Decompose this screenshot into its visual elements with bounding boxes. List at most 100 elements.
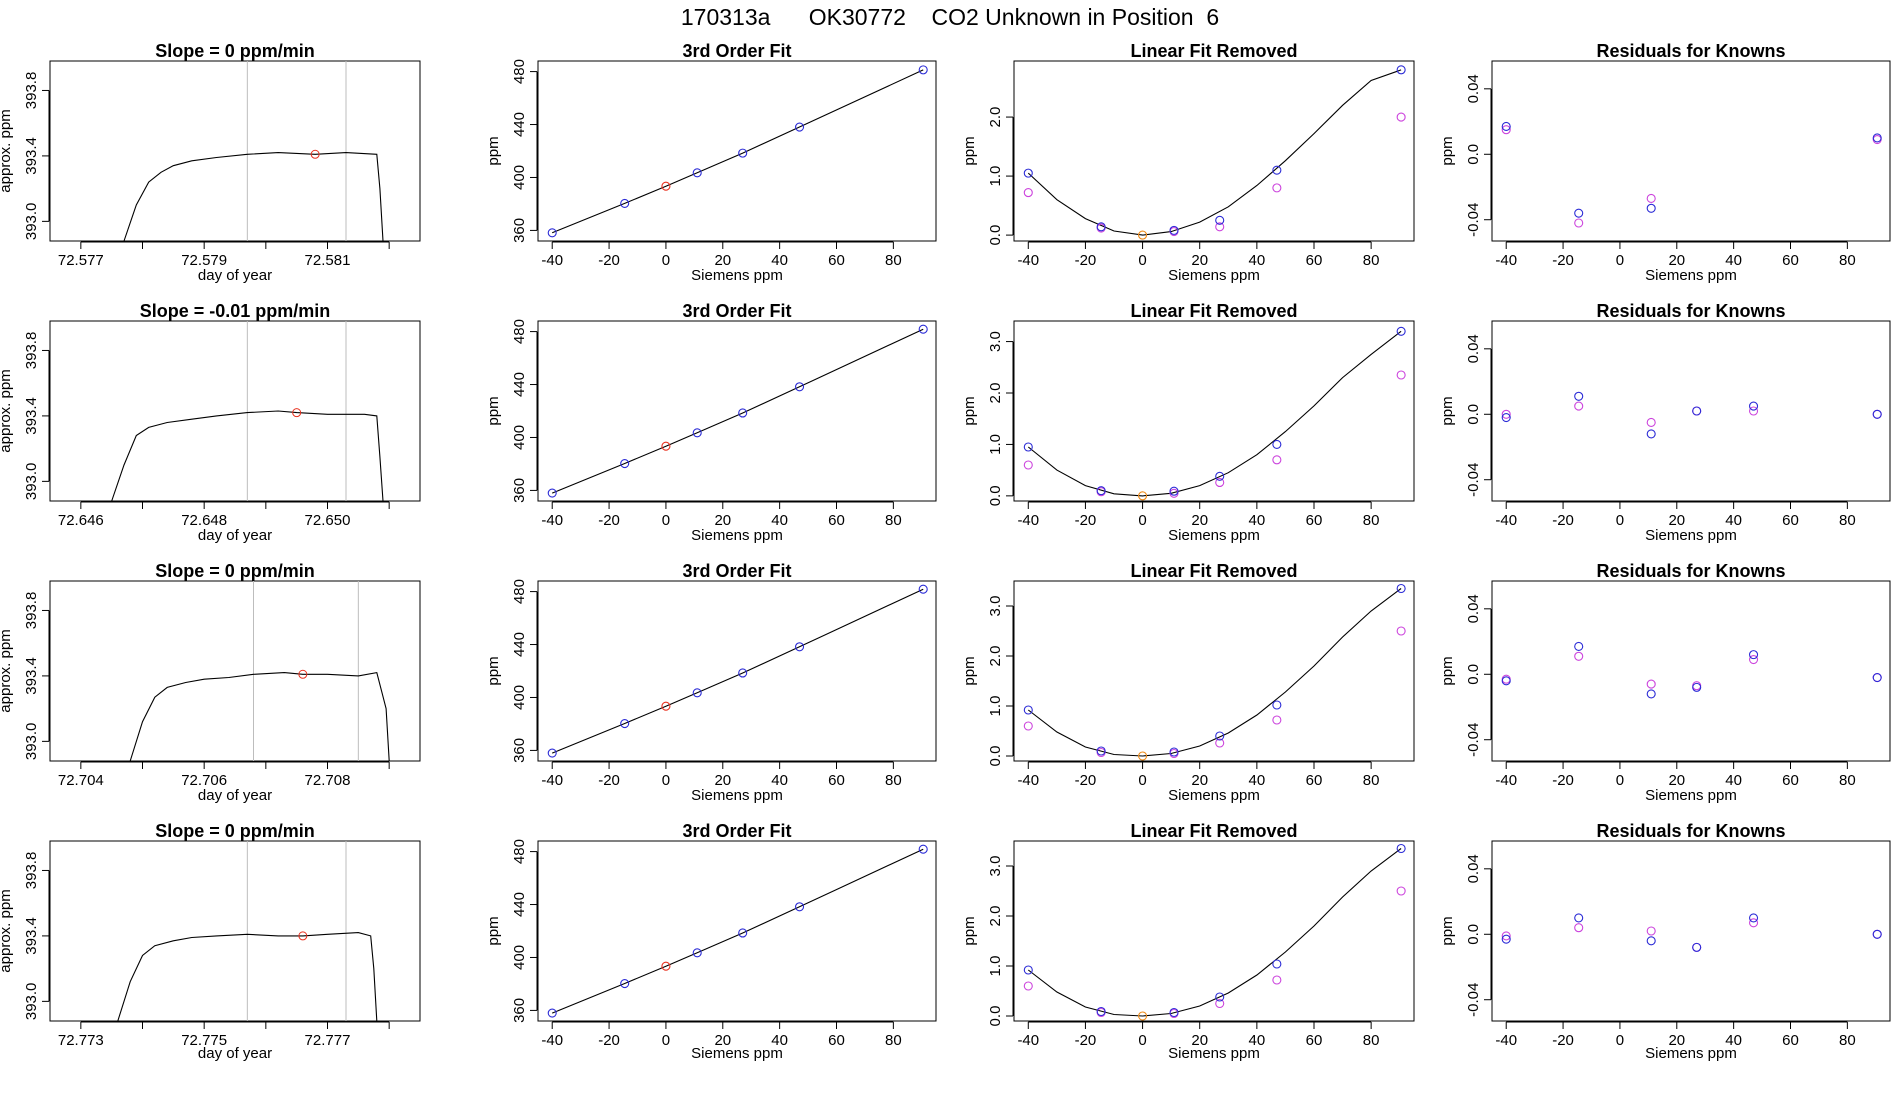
panel-r4c4-magenta-point [1748,918,1759,928]
panel-r3c4-title: Residuals for Knowns [1596,561,1785,581]
panel-r2c3-blue-point [1169,486,1179,496]
panel-r4c4-y-tick-label: -0.04 [1465,983,1482,1017]
panel-r3c4-blue-point [1692,682,1702,692]
panel-r3c4-blue-point [1872,672,1882,683]
panel-r3c3-fit-curve [1027,588,1402,757]
panel-r1c4-blue-point [1574,208,1584,218]
panel-r1c4-magenta-point [1574,218,1584,228]
panel-r1c3-y-tick-label: 2.0 [987,107,1004,128]
panel-r2c4-x-tick-label: 40 [1725,512,1742,529]
panel-r1c4-x-tick-label: 40 [1725,252,1742,269]
panel-r3c2-x-tick-label: -20 [598,772,620,789]
panel-r4c4-blue-point [1692,942,1702,952]
panel-r4c3-blue-point [1023,965,1033,975]
panel-r2c4-x-tick-label: -20 [1552,512,1574,529]
panel-r1c4-x-tick-label: 80 [1839,252,1856,269]
panel-r1c4-blue-point [1501,121,1511,132]
panel-r1c3-blue-point [1215,215,1225,225]
panel-r3c1-x-tick-label: 72.708 [305,772,351,789]
panel-r1c3-magenta-point [1272,183,1282,193]
panel-r3c4-magenta-point [1574,651,1584,661]
panel-r3c2-x-tick-label: -40 [541,772,563,789]
page-title: 170313a OK30772 CO2 Unknown in Position … [680,4,1220,30]
panel-r2c2-x-tick-label: 80 [885,512,902,529]
panel-r3c4-x-tick-label: -40 [1495,772,1517,789]
panel-r2c1-frame [49,320,421,502]
panel-r3c2-blue-point [794,642,805,652]
panel-r3c2-blue-point [692,688,702,698]
panel-r4c4-magenta-point [1646,926,1656,936]
panel-r2c1-x-tick-label: 72.648 [181,512,227,529]
panel-r3c3-x-tick-label: 20 [1191,772,1208,789]
panel-r2c4-title: Residuals for Knowns [1596,301,1785,321]
panel-r1c3-x-tick-label: -20 [1075,252,1097,269]
panel-r4c3-x-tick-label: 20 [1191,1032,1208,1049]
panel-r4c3-blue-point [1396,843,1406,854]
panel-r4c2-x-tick-label: 0 [662,1032,670,1049]
panel-r3c3-x-tick-label: -20 [1075,772,1097,789]
panel-r4c1-title: Slope = 0 ppm/min [155,821,315,841]
panel-r4c2-x-tick-label: -40 [541,1032,563,1049]
panel-r2c2-y-label: ppm [485,396,502,425]
panel-r2c2-blue-point [738,408,748,418]
panel-r4c2-y-label: ppm [485,916,502,945]
panel-r3c3-x-tick-label: -40 [1017,772,1039,789]
panel-r4c3-x-tick-label: 60 [1306,1032,1323,1049]
panel-r3c2-blue-point [547,748,557,758]
panel-r4c4-y-label: ppm [1439,916,1456,945]
panel-r4c3-x-tick-label: -20 [1075,1032,1097,1049]
panel-r2c3-magenta-point [1396,370,1406,380]
panel-r2c2-blue-point [918,324,928,334]
panel-r1c2-blue-point [692,168,702,178]
panel-r3c4-blue-point [1574,641,1584,652]
panel-r4c1-x-tick-label: 72.777 [305,1032,351,1049]
panel-r2c3-y-tick-label: 1.0 [987,434,1004,455]
panel-r1c2-y-tick-label: 400 [511,165,528,190]
panel-r3c3-x-label: Siemens ppm [1168,787,1260,804]
panel-r3c2-fit-curve [551,588,924,754]
panel-r4c3-x-tick-label: -40 [1017,1032,1039,1049]
panel-r3c4-blue-point [1501,676,1511,686]
panel-r2c2-y-tick-label: 360 [511,478,528,503]
panel-r2c1-x-tick-label: 72.646 [58,512,104,529]
panel-r2c2-x-tick-label: -20 [598,512,620,529]
panel-r1c2-y-tick-label: 480 [511,59,528,84]
panel-r3c1-mean-point [298,669,308,679]
panel-r2c1-title: Slope = -0.01 ppm/min [140,301,331,321]
panel-r1c2-blue-point [918,65,928,75]
panel-r3c1-y-label: approx. ppm [0,629,14,712]
panel-r4c4-x-tick-label: -40 [1495,1032,1517,1049]
panel-r1c4-x-tick-label: 0 [1616,252,1624,269]
panel-r4c4-frame [1491,840,1891,1022]
panel-r3c2-y-tick-label: 360 [511,738,528,763]
panel-r1c2-blue-point [738,148,748,158]
panel-r1c4-y-tick-label: 0.0 [1465,144,1482,165]
panel-r4c3-magenta-point [1272,975,1282,985]
panel-r1c1-mean-point [310,149,320,159]
panel-r2c3-x-label: Siemens ppm [1168,527,1260,544]
panel-r3c2-x-tick-label: 80 [885,772,902,789]
panel-r3c2-x-label: Siemens ppm [691,787,783,804]
panel-r3c2-x-tick-label: 40 [771,772,788,789]
panel-r4c2-title: 3rd Order Fit [682,821,791,841]
panel-r3c3-magenta-point [1396,626,1406,636]
panel-r2c4-magenta-point [1748,406,1759,416]
panel-r3c2-y-tick-label: 440 [511,632,528,657]
panel-r2c2-title: 3rd Order Fit [682,301,791,321]
panel-r1c2-x-tick-label: 40 [771,252,788,269]
panel-r1c3-x-tick-label: -40 [1017,252,1039,269]
panel-r1c2-title: 3rd Order Fit [682,41,791,61]
panel-r2c4-x-tick-label: 80 [1839,512,1856,529]
panel-r4c2-unknown-point [661,961,671,971]
panel-r1c1-y-label: approx. ppm [0,109,14,192]
panel-r3c4-x-tick-label: 0 [1616,772,1624,789]
panel-r1c1-x-tick-label: 72.581 [305,252,351,269]
panel-r1c4-y-tick-label: 0.04 [1465,74,1482,103]
panel-r3c3-blue-point [1272,700,1282,710]
panel-r1c4-magenta-point [1501,125,1511,135]
panel-r1c1-x-tick-label: 72.577 [58,252,104,269]
panel-r4c3-fit-curve [1027,848,1402,1017]
panel-r1c2-x-tick-label: 60 [828,252,845,269]
panel-r3c4-y-tick-label: 0.0 [1465,664,1482,685]
panel-r4c3-magenta-point [1023,981,1033,991]
